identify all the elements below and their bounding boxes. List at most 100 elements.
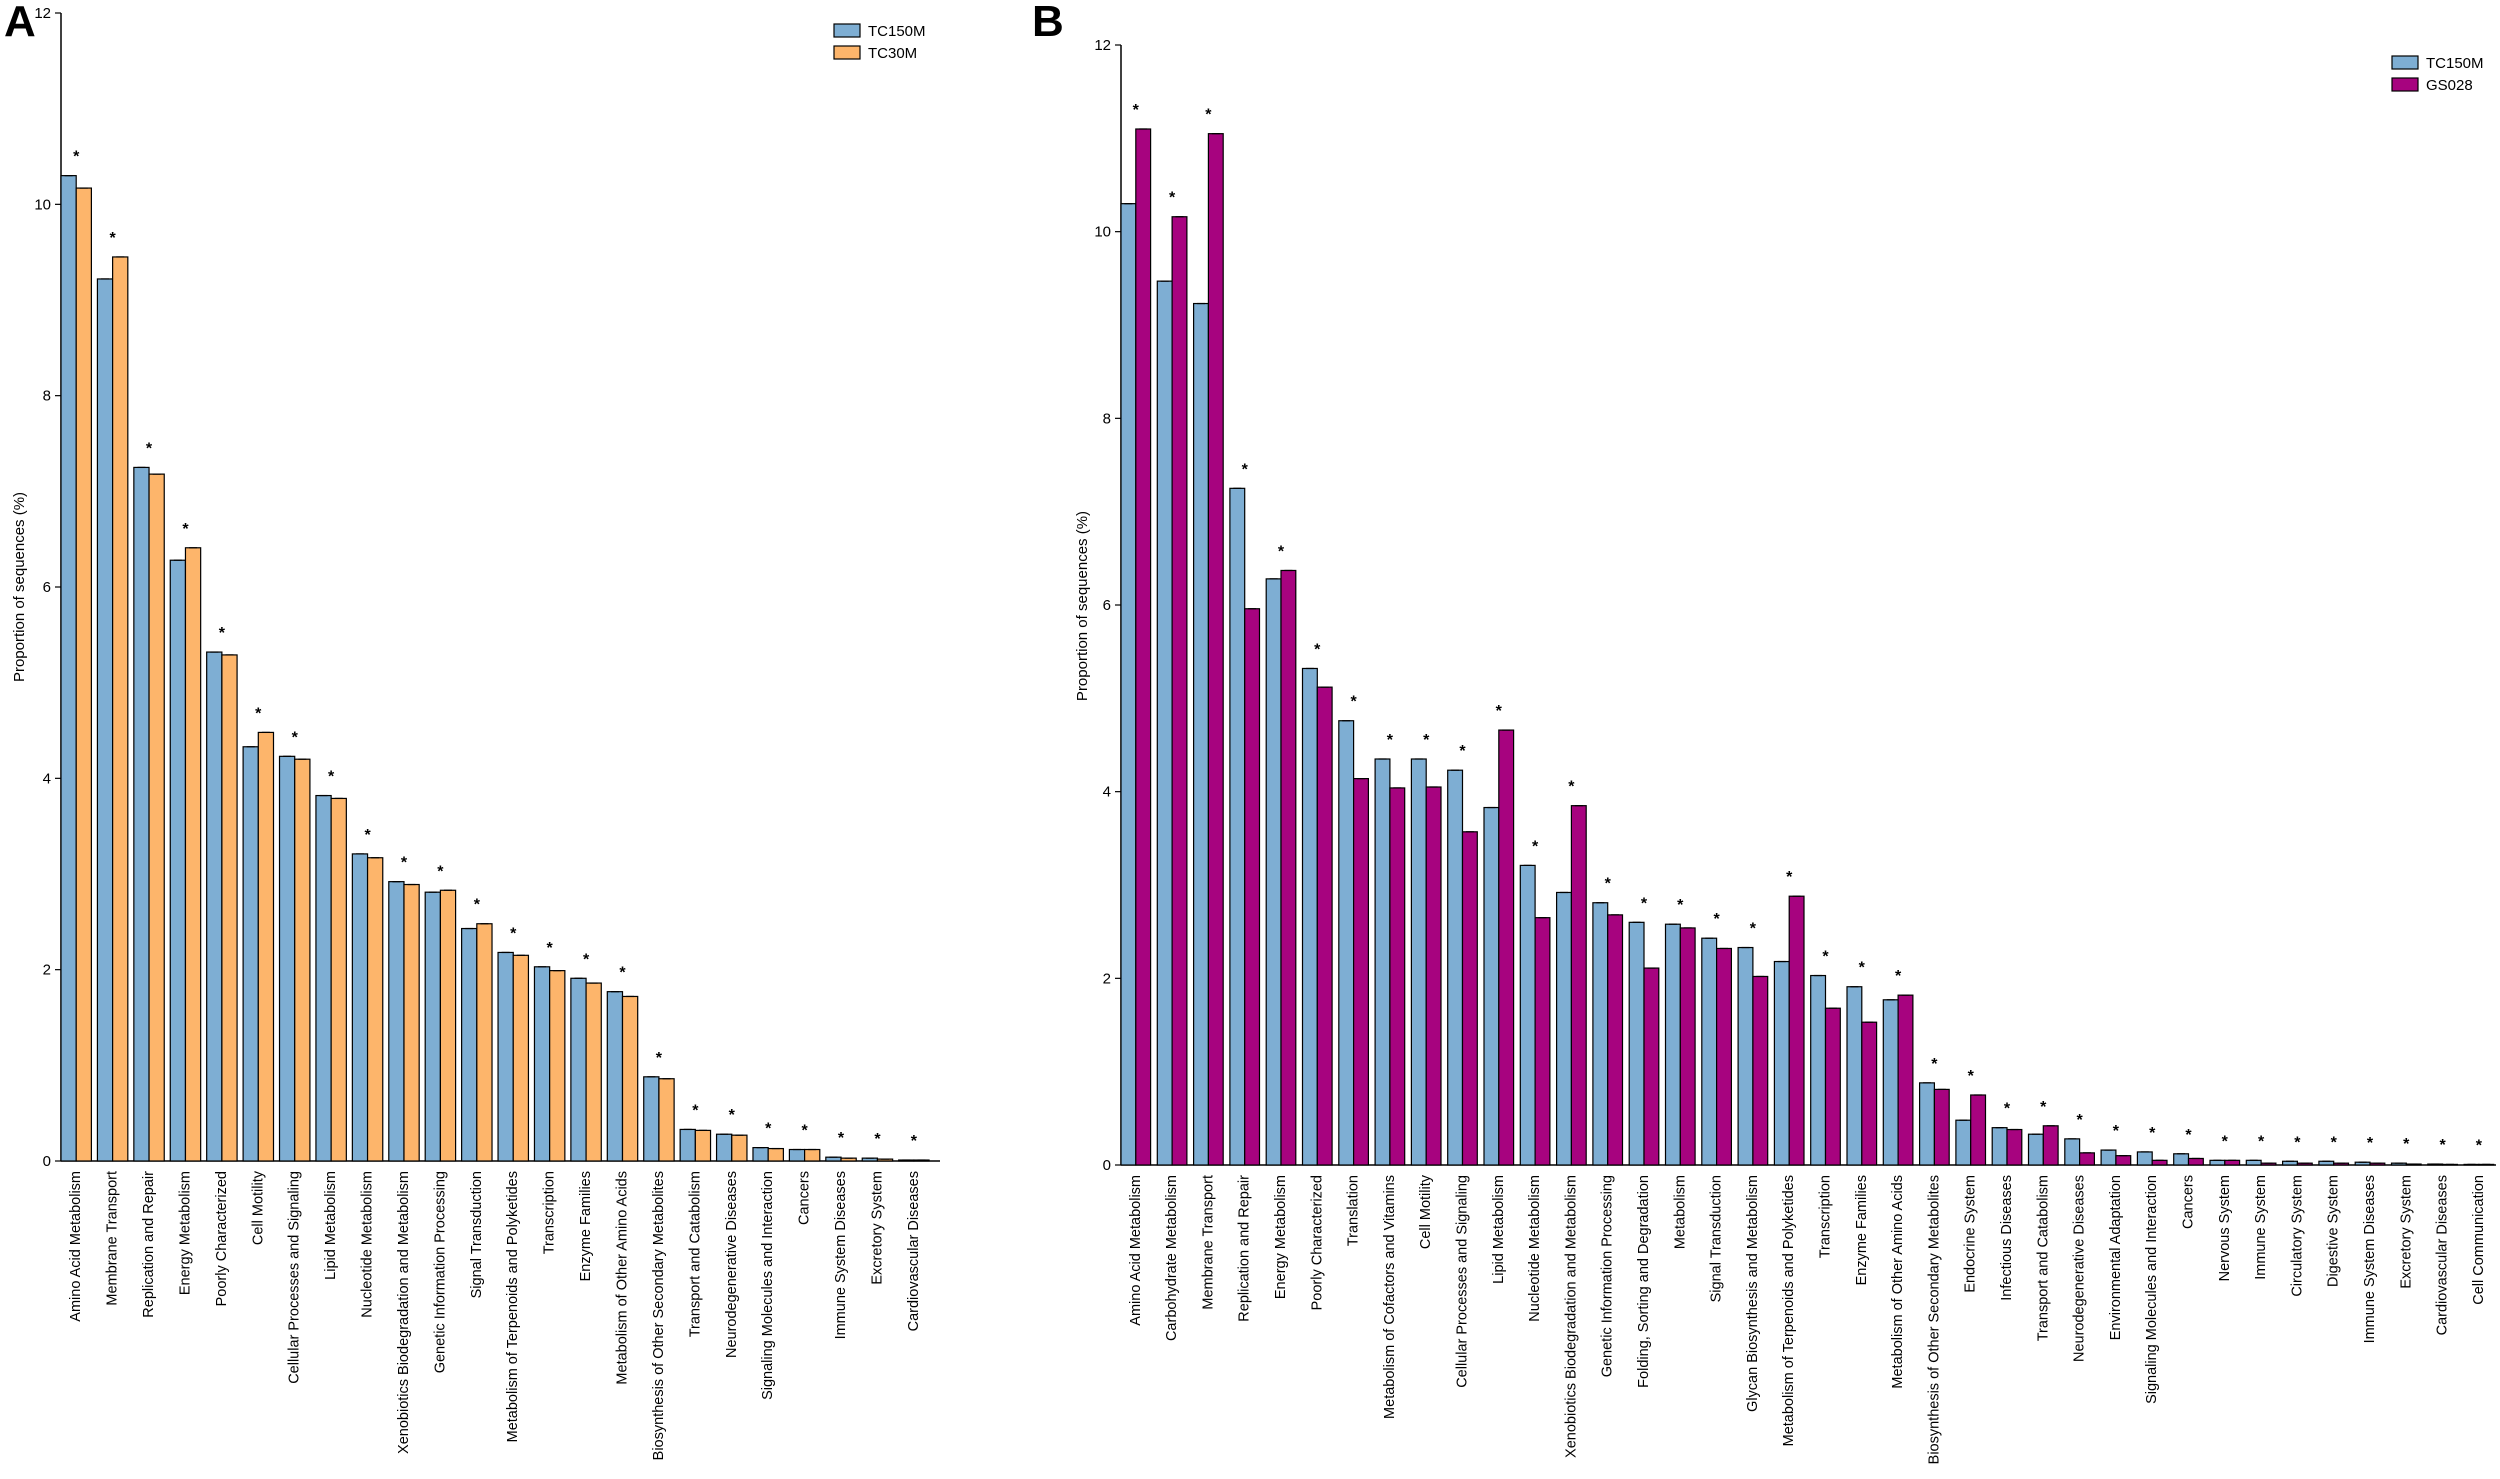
panel-b-bar-gs028-metabolism-of-terpenoids-and-polyketides [1788,895,1805,1166]
panel-b-category-label-amino-acid-metabolism: Amino Acid Metabolism [1128,1175,1144,1326]
panel-b-bar-gs028-endocrine-system [1970,1094,1987,1166]
panel-a-bar-tc150m-transcription [533,966,551,1162]
panel-b-y-tick-label: 10 [1094,224,1111,241]
panel-b-y-axis-label: Proportion of sequences (%) [1074,511,1091,701]
panel-b-significance-transcription: * [1822,949,1829,966]
panel-a-y-tick-label: 10 [34,196,51,213]
panel-b-bar-tc150m-cancers [2173,1153,2190,1166]
panel-a-y-tick-label: 6 [43,579,51,596]
panel-b-significance-immune-system-diseases: * [2367,1135,2374,1152]
panel-b-bar-gs028-nucleotide-metabolism [1534,917,1551,1166]
panel-a-significance-cell-motility: * [255,705,262,722]
panel-a-bar-tc150m-cell-motility [242,746,259,1162]
panel-b-category-label-neurodegenerative-diseases: Neurodegenerative Diseases [2072,1175,2088,1362]
panel-b-bar-gs028-lipid-metabolism [1498,729,1515,1166]
panel-a-category-label-cancers: Cancers [797,1171,813,1225]
panel-b-y-tick-label: 4 [1103,784,1111,801]
panel-b-category-label-infectious-diseases: Infectious Diseases [1999,1175,2015,1301]
panel-b-category-label-circulatory-system: Circulatory System [2289,1175,2305,1297]
panel-b-y-tick-label: 2 [1103,970,1111,987]
panel-a-bar-tc150m-genetic-information-processing [424,891,442,1162]
panel-b-category-label-signaling-molecules-and-interaction: Signaling Molecules and Interaction [2144,1175,2160,1404]
panel-b-bar-tc150m-nucleotide-metabolism [1519,864,1536,1166]
panel-b-bar-tc150m-glycan-biosynthesis-and-metabolism [1737,946,1754,1166]
panel-a-significance-metabolism-of-terpenoids-and-polyketides: * [510,925,517,942]
panel-b-category-label-metabolism-of-other-amino-acids: Metabolism of Other Amino Acids [1890,1175,1906,1389]
panel-a-significance-amino-acid-metabolism: * [73,149,80,166]
panel-a-category-label-transport-and-catabolism: Transport and Catabolism [687,1171,703,1337]
panel-a-category-label-amino-acid-metabolism: Amino Acid Metabolism [68,1171,84,1322]
panel-b-significance-neurodegenerative-diseases: * [2076,1112,2083,1129]
panel-b-bar-gs028-cellular-processes-and-signaling [1461,831,1478,1166]
panel-b-category-label-translation: Translation [1346,1175,1362,1246]
panel-a-bar-tc150m-cancers [788,1148,806,1162]
panel-b-bar-tc150m-translation [1338,720,1355,1166]
panel-b-legend-swatch-gs028 [2391,77,2419,92]
panel-b-bar-gs028-environmental-adaptation [2115,1155,2132,1166]
panel-b-category-label-cellular-processes-and-signaling: Cellular Processes and Signaling [1455,1175,1471,1388]
panel-a-y-tick-label: 2 [43,962,51,979]
panel-a-bar-tc30m-cell-motility [257,731,275,1162]
panel-b-bar-gs028-enzyme-families [1861,1021,1878,1166]
panel-b-significance-cardiovascular-diseases: * [2439,1137,2446,1154]
panel-b-bar-gs028-neurodegenerative-diseases [2079,1152,2096,1166]
panel-b-bar-gs028-glycan-biosynthesis-and-metabolism [1752,975,1769,1166]
panel-b-bar-gs028-infectious-diseases [2006,1128,2023,1166]
panel-b-bar-tc150m-poorly-characterized [1301,667,1318,1166]
panel-b-bar-gs028-carbohydrate-metabolism [1171,216,1188,1166]
panel-a-bar-tc30m-signaling-molecules-and-interaction [767,1147,784,1162]
panel-a-category-label-enzyme-families: Enzyme Families [578,1171,594,1281]
panel-b-category-label-replication-and-repair: Replication and Repair [1237,1175,1253,1322]
panel-a-legend-label-tc150m: TC150M [868,23,926,40]
panel-b-bar-gs028-cell-motility [1425,786,1442,1166]
panel-b-category-label-nucleotide-metabolism: Nucleotide Metabolism [1527,1175,1543,1322]
panel-a-bar-tc30m-amino-acid-metabolism [75,187,92,1162]
panel-b-category-label-cardiovascular-diseases: Cardiovascular Diseases [2435,1175,2451,1335]
panel-a-legend-swatch-tc30m [833,45,861,60]
panel-b-letter: B [1032,0,1064,46]
panel-b-significance-transport-and-catabolism: * [2040,1099,2047,1116]
panel-b-category-label-enzyme-families: Enzyme Families [1854,1175,1870,1285]
panel-a-chart: 0 2 4 6 8 10 12 Proportion of sequences (%) * Ami… [11,5,940,1460]
panel-b-significance-xenobiotics-biodegradation-and-metabolism: * [1568,779,1575,796]
panel-a-legend-swatch-tc150m [833,23,861,38]
panel-b-bar-tc150m-neurodegenerative-diseases [2064,1138,2081,1166]
panel-a-bar-tc30m-transcription [549,970,566,1162]
panel-b-category-label-digestive-system: Digestive System [2326,1175,2342,1287]
panel-b-category-label-cancers: Cancers [2181,1175,2197,1229]
panel-b-significance-cellular-processes-and-signaling: * [1459,743,1466,760]
panel-a-category-label-immune-system-diseases: Immune System Diseases [833,1171,849,1339]
panel-a-bar-tc30m-membrane-transport [112,256,129,1162]
panel-a-significance-signal-transduction: * [474,897,481,914]
panel-b-bar-gs028-transcription [1824,1007,1841,1166]
panel-b-category-label-lipid-metabolism: Lipid Metabolism [1491,1175,1507,1284]
panel-b-significance-energy-metabolism: * [1278,543,1285,560]
panel-b-significance-environmental-adaptation: * [2113,1123,2120,1140]
panel-a-significance-poorly-characterized: * [219,625,226,642]
panel-b-bar-tc150m-environmental-adaptation [2100,1149,2117,1166]
panel-a-bar-tc150m-replication-and-repair [133,466,150,1162]
panel-a-bar-tc30m-lipid-metabolism [330,797,347,1162]
panel-a-bar-tc30m-cancers [803,1148,821,1162]
panel-b-significance-immune-system: * [2258,1133,2265,1150]
panel-a-bar-tc30m-biosynthesis-of-other-secondary-metabolites [658,1078,675,1162]
panel-b-legend-label-tc150m: TC150M [2426,55,2484,72]
panel-a-legend-label-tc30m: TC30M [868,45,917,62]
panel-a-bar-tc150m-nucleotide-metabolism [351,853,369,1162]
panel-a-significance-cardiovascular-diseases: * [911,1133,918,1150]
panel-b-bar-tc150m-metabolism-of-cofactors-and-vitamins [1374,758,1391,1166]
panel-b-bar-tc150m-lipid-metabolism [1483,806,1500,1166]
panel-a-bar-tc150m-enzyme-families [570,977,587,1162]
panel-a-category-label-excretory-system: Excretory System [869,1171,885,1285]
panel-b-legend-swatch-tc150m [2391,55,2419,70]
panel-b-category-label-genetic-information-processing: Genetic Information Processing [1600,1175,1616,1377]
panel-a-significance-replication-and-repair: * [146,440,153,457]
panel-a-bar-tc30m-enzyme-families [585,982,602,1162]
panel-b-bar-gs028-signal-transduction [1715,947,1732,1166]
panel-b-category-label-glycan-biosynthesis-and-metabolism: Glycan Biosynthesis and Metabolism [1745,1175,1761,1412]
panel-b-category-label-poorly-characterized: Poorly Characterized [1309,1175,1325,1310]
panel-b-y-tick-label: 0 [1103,1157,1111,1174]
panel-a-y-tick-label: 12 [34,5,51,22]
panel-b-bar-tc150m-signaling-molecules-and-interaction [2136,1151,2153,1166]
panel-b-category-label-folding-sorting-and-degradation: Folding, Sorting and Degradation [1636,1175,1652,1388]
